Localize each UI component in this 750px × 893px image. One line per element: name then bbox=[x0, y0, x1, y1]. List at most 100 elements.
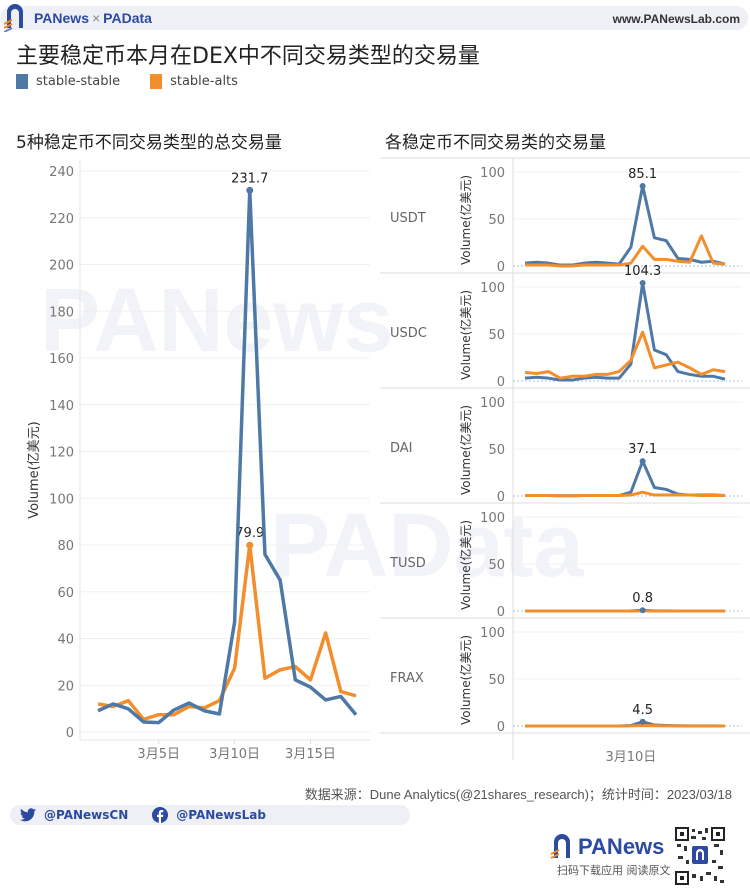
y-tick-label: 0 bbox=[497, 605, 505, 620]
y-axis-label: Volume(亿美元) bbox=[458, 635, 473, 725]
x-tick-label: 3月5日 bbox=[137, 747, 180, 762]
y-tick-label: 100 bbox=[480, 511, 505, 526]
brand-padata: PAData bbox=[103, 10, 152, 26]
legend-item-stable-stable: stable-stable bbox=[16, 74, 120, 89]
y-tick-label: 60 bbox=[57, 586, 74, 601]
y-tick-label: 220 bbox=[49, 212, 74, 227]
y-tick-label: 20 bbox=[57, 679, 74, 694]
peak-marker bbox=[639, 183, 646, 190]
y-tick-label: 200 bbox=[49, 259, 74, 274]
series-line-stable-stable bbox=[525, 459, 726, 498]
facebook-icon bbox=[152, 807, 169, 823]
peak-marker bbox=[639, 458, 646, 465]
legend-label: stable-stable bbox=[36, 74, 121, 89]
right-small-multiples-chart: 0 50 100 USDT Volume(亿美元) 85.1 0 50 100 USDC Volum… bbox=[380, 157, 750, 765]
panel-row-label: FRAX bbox=[390, 671, 424, 686]
y-tick-label: 0 bbox=[497, 490, 505, 505]
footer-logo-icon bbox=[550, 834, 570, 859]
series-line-stable-stable bbox=[97, 188, 358, 725]
twitter-handle[interactable]: @PANewsCN bbox=[20, 808, 128, 822]
facebook-handle[interactable]: @PANewsLab bbox=[152, 807, 266, 823]
peak-marker bbox=[639, 607, 646, 614]
series-line-stable-stable bbox=[524, 281, 726, 382]
right-chart-title: 各稳定币不同交易类的交易量 bbox=[385, 133, 606, 153]
panel-frax: 0 50 100 FRAX Volume(亿美元) 4.5 bbox=[380, 626, 750, 735]
data-source-note: 数据来源：Dune Analytics(@21shares_research)；… bbox=[304, 787, 732, 802]
y-tick-label: 100 bbox=[480, 166, 505, 181]
series-line-stable-alts bbox=[97, 543, 357, 722]
series-line-stable-alts bbox=[524, 330, 726, 380]
peak-label: 85.1 bbox=[628, 167, 657, 182]
y-axis-label: Volume(亿美元) bbox=[458, 175, 473, 265]
y-axis-label: Volume(亿美元) bbox=[458, 405, 473, 495]
download-cta[interactable]: 扫码下载应用 阅读原文 bbox=[557, 864, 671, 877]
panel-usdc: 0 50 100 USDC Volume(亿美元) 104.3 bbox=[380, 264, 750, 390]
y-tick-label: 50 bbox=[488, 558, 505, 573]
y-tick-label: 180 bbox=[49, 305, 74, 320]
series-line-stable-alts bbox=[525, 490, 725, 498]
brand-separator: × bbox=[91, 10, 101, 26]
twitter-icon bbox=[20, 808, 36, 822]
facebook-handle-text: @PANewsLab bbox=[176, 808, 266, 822]
left-chart-title: 5种稳定币不同交易类型的总交易量 bbox=[16, 133, 282, 153]
y-axis-label: Volume(亿美元) bbox=[458, 520, 473, 610]
peak-label: 37.1 bbox=[628, 442, 657, 457]
y-axis-label: Volume(亿美元) bbox=[27, 421, 42, 519]
y-tick-label: 0 bbox=[497, 375, 505, 390]
y-tick-label: 50 bbox=[488, 443, 505, 458]
y-tick-label: 0 bbox=[497, 720, 505, 735]
legend-swatch-orange bbox=[150, 74, 163, 89]
panel-row-label: TUSD bbox=[389, 556, 426, 571]
panel-usdt: 0 50 100 USDT Volume(亿美元) 85.1 bbox=[380, 166, 750, 275]
y-tick-label: 50 bbox=[488, 213, 505, 228]
legend-item-stable-alts: stable-alts bbox=[150, 74, 238, 89]
panel-row-label: USDT bbox=[390, 211, 426, 226]
y-tick-label: 100 bbox=[480, 281, 505, 296]
legend-label: stable-alts bbox=[170, 74, 238, 89]
panel-row-label: USDC bbox=[390, 326, 427, 341]
header-bar bbox=[0, 6, 748, 30]
y-tick-label: 100 bbox=[49, 492, 74, 507]
y-tick-label: 100 bbox=[480, 396, 505, 411]
panews-logo-icon bbox=[4, 4, 23, 32]
panel-tusd: 0 50 100 TUSD Volume(亿美元) 0.8 bbox=[380, 511, 750, 620]
peak-label: 104.3 bbox=[624, 264, 661, 279]
peak-label: 79.9 bbox=[235, 526, 264, 541]
twitter-handle-text: @PANewsCN bbox=[44, 808, 129, 822]
legend: stable-stable stable-alts bbox=[16, 74, 238, 89]
y-tick-label: 50 bbox=[488, 328, 505, 343]
y-tick-label: 120 bbox=[49, 446, 74, 461]
y-tick-label: 80 bbox=[57, 539, 74, 554]
peak-label: 4.5 bbox=[632, 703, 653, 718]
brand-panews: PANews bbox=[34, 10, 89, 26]
y-axis-label: Volume(亿美元) bbox=[458, 290, 473, 380]
y-tick-label: 50 bbox=[488, 673, 505, 688]
series-line-stable-alts bbox=[525, 234, 726, 268]
y-tick-label: 140 bbox=[49, 399, 74, 414]
panel-row-label: DAI bbox=[390, 441, 413, 456]
left-line-chart: 0 20 40 60 80 100 120 140 160 180 200 220 240 3月5日 3月1… bbox=[27, 160, 370, 762]
x-tick-label: 3月10日 bbox=[605, 750, 656, 765]
y-tick-label: 0 bbox=[66, 726, 74, 741]
page-title: 主要稳定币本月在DEX中不同交易类型的交易量 bbox=[16, 44, 480, 69]
peak-marker bbox=[246, 541, 254, 549]
qr-code-icon[interactable] bbox=[674, 826, 726, 886]
peak-marker bbox=[246, 186, 254, 194]
peak-marker bbox=[639, 718, 646, 725]
y-tick-label: 160 bbox=[49, 352, 74, 367]
x-tick-label: 3月15日 bbox=[285, 747, 336, 762]
legend-swatch-blue bbox=[16, 74, 28, 89]
x-tick-label: 3月10日 bbox=[209, 747, 260, 762]
website-link[interactable]: www.PANewsLab.com bbox=[612, 12, 740, 26]
social-bar: @PANewsCN @PANewsLab bbox=[10, 805, 410, 825]
footer-brand: PANews bbox=[578, 834, 665, 859]
y-tick-label: 0 bbox=[497, 260, 505, 275]
y-tick-label: 40 bbox=[57, 633, 74, 648]
y-tick-label: 240 bbox=[49, 165, 74, 180]
peak-marker bbox=[639, 279, 646, 286]
peak-label: 0.8 bbox=[632, 591, 653, 606]
peak-label: 231.7 bbox=[231, 171, 268, 186]
y-tick-label: 100 bbox=[480, 626, 505, 641]
panel-dai: 0 50 100 DAI Volume(亿美元) 37.1 bbox=[380, 396, 750, 505]
brand-title: PANews × PAData bbox=[34, 10, 152, 26]
